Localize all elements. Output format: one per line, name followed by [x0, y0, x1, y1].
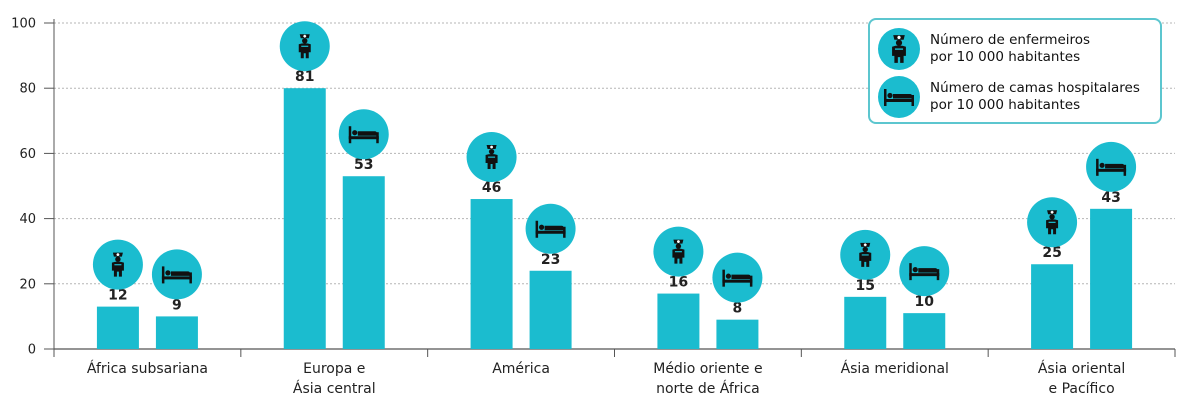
bar-beds	[529, 270, 572, 349]
data-marker	[653, 226, 704, 277]
bar-nurses	[96, 306, 139, 349]
data-label: 25	[1042, 245, 1061, 261]
data-label: 53	[354, 157, 373, 173]
nurse-icon	[1046, 210, 1059, 235]
x-category-label: Europa e	[303, 361, 365, 377]
hospital-bed-icon	[909, 263, 940, 281]
bar-nurses	[844, 296, 887, 349]
nurse-icon	[672, 239, 685, 264]
data-label: 9	[172, 297, 182, 313]
x-category-label: Médio oriente e	[653, 361, 762, 377]
data-marker	[899, 246, 950, 297]
data-marker	[92, 239, 143, 290]
data-label: 10	[915, 294, 935, 310]
data-marker	[1086, 141, 1137, 192]
data-label: 16	[669, 275, 688, 291]
x-category-label: Ásia meridional	[841, 360, 949, 377]
x-category-label: norte de África	[656, 380, 760, 397]
bar-beds	[716, 319, 759, 349]
data-marker	[338, 109, 389, 160]
data-label: 12	[108, 288, 127, 304]
nurse-icon	[298, 34, 311, 59]
y-tick-label: 60	[19, 147, 36, 162]
y-tick-label: 40	[19, 212, 36, 227]
data-marker	[1027, 197, 1078, 248]
x-category-label: e Pacífico	[1049, 381, 1115, 397]
data-label: 23	[541, 252, 560, 268]
bar-nurses	[1031, 264, 1074, 349]
data-marker	[466, 132, 517, 183]
x-category-label: Ásia central	[293, 380, 376, 397]
data-marker	[840, 229, 891, 280]
data-marker	[712, 252, 763, 303]
bar-beds	[1090, 208, 1133, 349]
hospital-bed-icon	[348, 126, 379, 144]
bar-nurses	[283, 88, 326, 349]
data-marker	[279, 21, 330, 72]
y-tick-label: 80	[19, 82, 36, 97]
x-category-label: América	[492, 361, 550, 377]
data-label: 81	[295, 69, 314, 85]
nurse-icon	[859, 242, 872, 267]
x-category-label: África subsariana	[87, 360, 208, 377]
bar-beds	[903, 313, 946, 349]
nurse-icon	[878, 28, 920, 70]
y-tick-label: 100	[11, 17, 36, 32]
data-label: 43	[1101, 190, 1120, 206]
y-tick-label: 0	[28, 343, 36, 358]
bar-nurses	[470, 199, 513, 349]
chart-legend: Número de enfermeiros por 10 000 habitan…	[868, 18, 1162, 124]
data-label: 46	[482, 180, 501, 196]
bar-beds	[342, 176, 385, 349]
nurse-icon	[111, 252, 124, 277]
data-label: 15	[856, 278, 875, 294]
hospital-bed-icon	[722, 269, 753, 287]
data-marker	[151, 249, 202, 300]
data-marker	[525, 203, 576, 254]
x-category-label: Ásia oriental	[1038, 360, 1125, 377]
hospital-bed-icon	[161, 266, 192, 284]
hospital-bed-icon	[878, 76, 920, 118]
nurse-icon	[485, 145, 498, 170]
bar-beds	[155, 316, 198, 349]
hospital-bed-icon	[535, 220, 566, 238]
data-label: 8	[733, 301, 743, 317]
legend-item-nurses: Número de enfermeiros por 10 000 habitan…	[878, 28, 1090, 70]
legend-item-beds: Número de camas hospitalares por 10 000 …	[878, 76, 1140, 118]
bar-nurses	[657, 293, 700, 349]
hospital-bed-icon	[1096, 158, 1127, 176]
y-tick-label: 20	[19, 277, 36, 292]
